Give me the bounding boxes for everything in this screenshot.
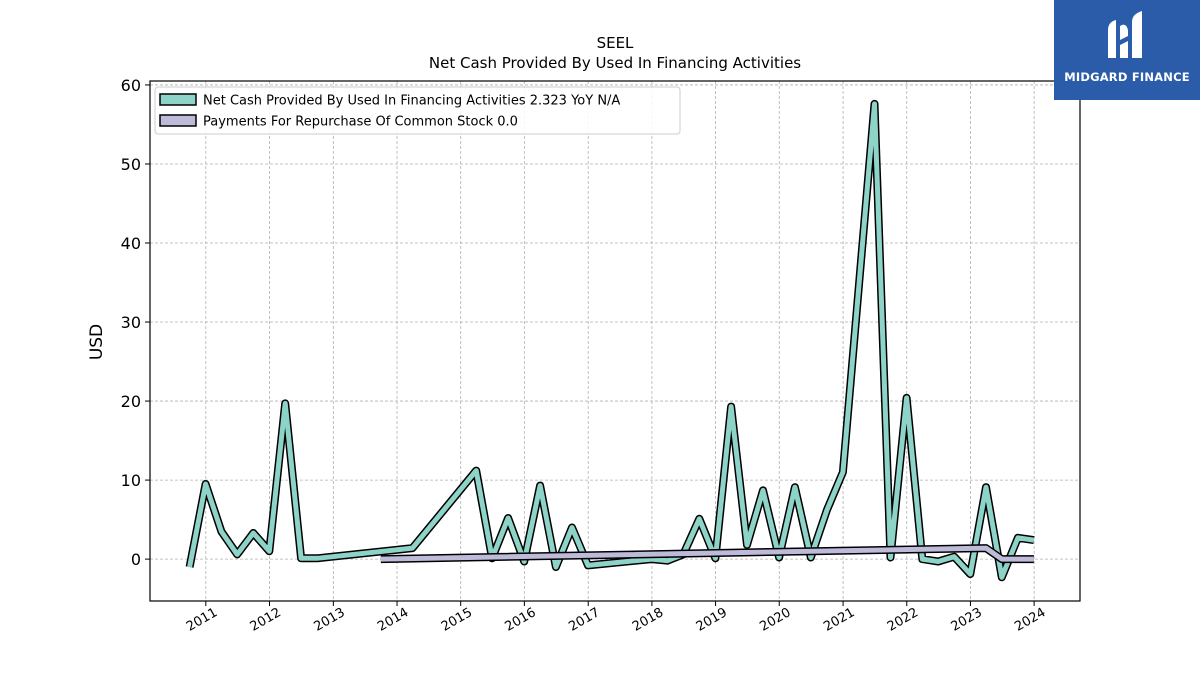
y-tick-label: 40 (121, 234, 141, 253)
legend-label-financing: Net Cash Provided By Used In Financing A… (203, 94, 620, 109)
x-tick-label: 2012 (248, 605, 284, 635)
y-tick-label: 10 (121, 471, 141, 490)
legend-swatch-repurchase (159, 114, 197, 127)
x-axis: 2011 2012 2013 2014 2015 2016 2017 2018 2019 2020… (184, 601, 1048, 635)
chart-subtitle: Net Cash Provided By Used In Financing A… (429, 54, 801, 72)
y-tick-label: 20 (121, 392, 141, 411)
financing-line (187, 101, 1035, 580)
x-tick-label: 2022 (885, 605, 921, 635)
x-tick-label: 2016 (503, 605, 539, 635)
midgard-logo-icon (1108, 11, 1142, 59)
y-tick-label: 0 (131, 550, 141, 569)
x-tick-label: 2019 (694, 605, 730, 635)
legend-swatch-financing (159, 93, 197, 106)
brand-logo: MIDGARD FINANCE (1054, 0, 1200, 100)
plot-frame (149, 80, 1081, 602)
x-tick-label: 2014 (375, 605, 411, 635)
legend: Net Cash Provided By Used In Financing A… (154, 86, 681, 135)
x-tick-label: 2020 (757, 605, 793, 635)
x-tick-label: 2017 (566, 605, 602, 635)
x-tick-label: 2011 (184, 605, 220, 635)
brand-name: MIDGARD FINANCE (1064, 70, 1190, 84)
financing-line-outline (185, 99, 1035, 582)
y-tick-label: 60 (121, 76, 141, 95)
repurchase-line (380, 545, 1034, 562)
legend-label-repurchase: Payments For Repurchase Of Common Stock … (203, 115, 518, 130)
y-axis: 0 10 20 30 40 50 60 (121, 76, 150, 569)
x-tick-label: 2015 (439, 605, 475, 635)
legend-box (154, 86, 681, 135)
x-tick-label: 2018 (630, 605, 666, 635)
grid-lines (150, 81, 1080, 601)
chart-title: SEEL (597, 34, 634, 52)
x-tick-label: 2024 (1012, 605, 1048, 635)
x-tick-label: 2023 (949, 605, 985, 635)
x-tick-label: 2013 (312, 605, 348, 635)
y-axis-label: USD (87, 324, 107, 360)
y-tick-label: 30 (121, 313, 141, 332)
x-tick-label: 2021 (821, 605, 857, 635)
y-tick-label: 50 (121, 155, 141, 174)
series-lines (185, 99, 1035, 582)
